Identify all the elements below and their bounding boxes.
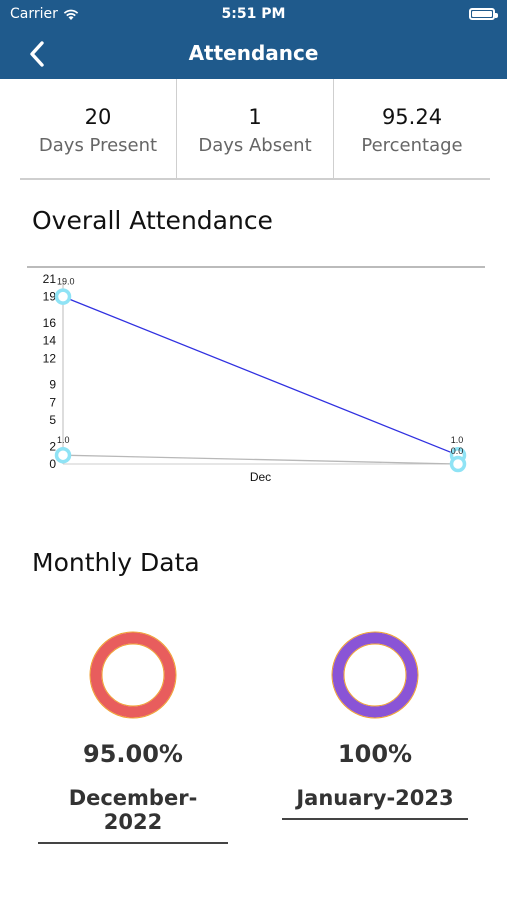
y-tick-label: 0 bbox=[49, 457, 56, 471]
data-point bbox=[54, 288, 72, 305]
data-label: 19.0 bbox=[57, 277, 75, 287]
y-tick-label: 19 bbox=[43, 290, 57, 304]
attendance-summary: 20 Days Present 1 Days Absent 95.24 Perc… bbox=[20, 79, 490, 180]
month-percentage: 95.00% bbox=[83, 740, 183, 768]
month-card-january[interactable]: 100% January-2023 bbox=[280, 740, 470, 820]
overall-attendance-chart: 0 2 5 7 9 12 14 16 19 21 Dec 19.0 1.0 1.0 0.0 bbox=[27, 266, 485, 486]
stat-value: 95.24 bbox=[381, 105, 443, 129]
month-name: December-2022 bbox=[38, 786, 228, 844]
stat-value: 20 bbox=[84, 105, 112, 129]
x-axis-label: Dec bbox=[250, 470, 271, 484]
page-title: Attendance bbox=[188, 41, 319, 65]
y-tick-label: 14 bbox=[43, 334, 57, 348]
donut-ring bbox=[332, 632, 418, 718]
stat-label: Days Present bbox=[38, 135, 158, 156]
january-donut-chart bbox=[331, 631, 419, 719]
y-tick-label: 7 bbox=[49, 395, 56, 409]
series-line bbox=[62, 454, 459, 465]
status-bar: Carrier 5:51 PM bbox=[0, 6, 507, 26]
stat-percentage: 95.24 Percentage bbox=[333, 79, 490, 178]
series-line bbox=[62, 296, 459, 456]
data-label: 1.0 bbox=[57, 435, 70, 445]
donut-ring bbox=[90, 632, 176, 718]
overall-attendance-heading: Overall Attendance bbox=[32, 206, 273, 235]
y-tick-label: 9 bbox=[49, 378, 56, 392]
month-name: January-2023 bbox=[282, 786, 468, 820]
month-percentage: 100% bbox=[337, 740, 413, 768]
stat-value: 1 bbox=[248, 105, 262, 129]
donut-outer-edge bbox=[331, 631, 419, 719]
stat-days-absent: 1 Days Absent bbox=[176, 79, 333, 178]
month-card-december[interactable]: 95.00% December-2022 bbox=[38, 740, 228, 844]
data-label: 1.0 bbox=[451, 435, 464, 445]
navigation-bar: Carrier 5:51 PM Attendance bbox=[0, 0, 507, 79]
stat-days-present: 20 Days Present bbox=[20, 79, 176, 178]
december-donut-chart bbox=[89, 631, 177, 719]
y-tick-label: 21 bbox=[43, 272, 57, 286]
data-point bbox=[54, 446, 72, 464]
stat-label: Percentage bbox=[361, 135, 463, 156]
donut-inner-edge bbox=[343, 643, 407, 707]
y-tick-label: 5 bbox=[49, 413, 56, 427]
y-tick-label: 12 bbox=[43, 351, 57, 365]
donut-inner-edge bbox=[101, 643, 165, 707]
monthly-data-heading: Monthly Data bbox=[32, 548, 200, 577]
data-point bbox=[449, 455, 467, 473]
donut-outer-edge bbox=[89, 631, 177, 719]
carrier-label: Carrier bbox=[10, 6, 58, 22]
clock-label: 5:51 PM bbox=[221, 6, 286, 22]
data-label: 0.0 bbox=[451, 446, 464, 456]
battery-icon bbox=[469, 8, 498, 20]
y-tick-label: 2 bbox=[49, 439, 56, 453]
y-tick-label: 16 bbox=[43, 316, 57, 330]
back-chevron-icon[interactable] bbox=[22, 37, 56, 71]
wifi-icon bbox=[63, 9, 79, 20]
stat-label: Days Absent bbox=[198, 135, 312, 156]
